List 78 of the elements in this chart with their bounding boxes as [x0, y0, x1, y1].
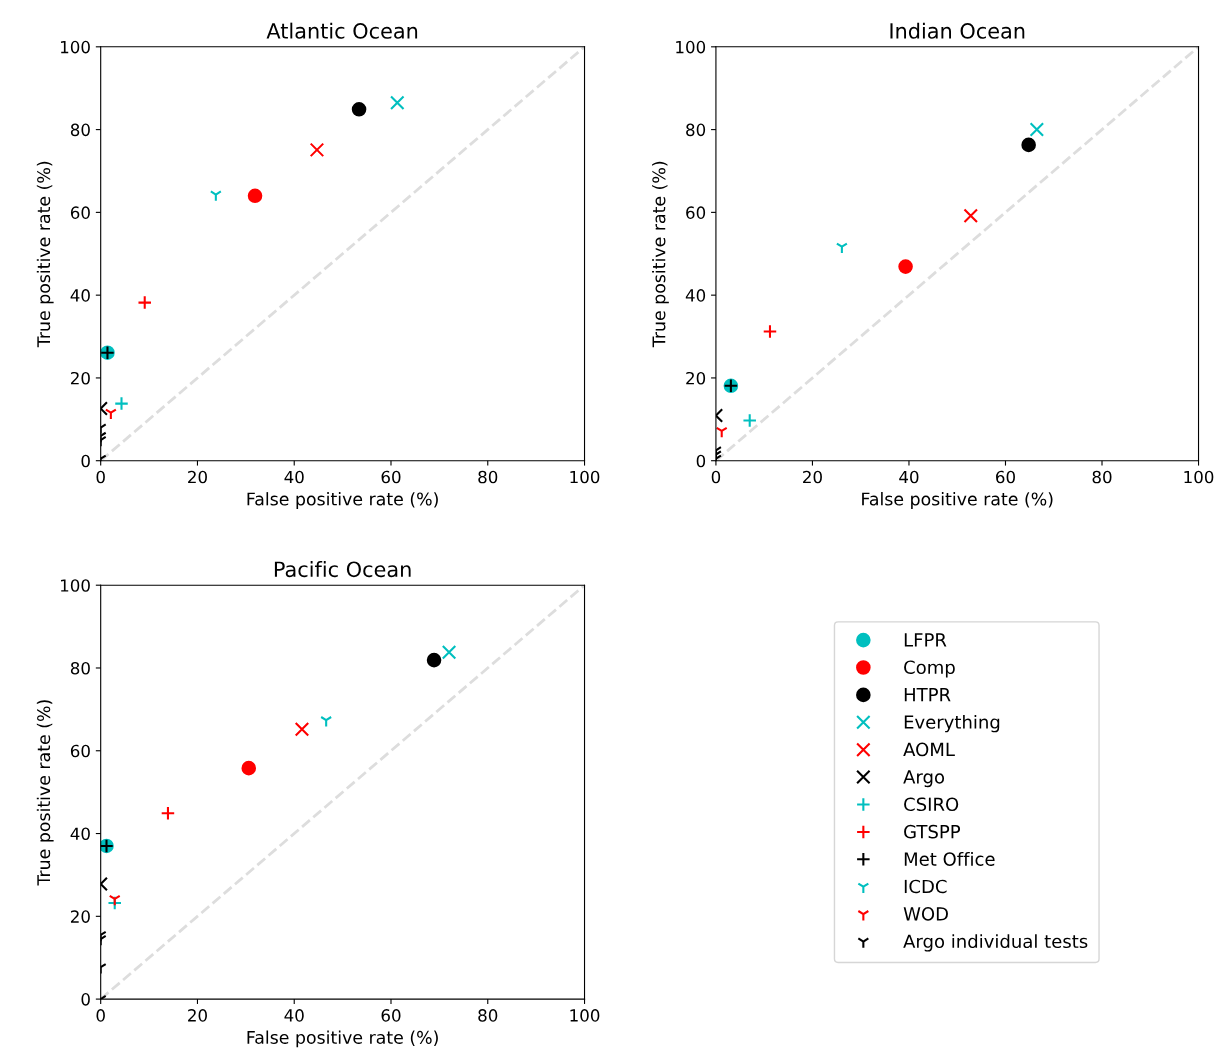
y-tick-label: 40 [70, 289, 90, 302]
x-tick-label: 0 [711, 470, 721, 484]
y-tick-label: 80 [70, 123, 90, 137]
y-tick-label: 80 [686, 123, 706, 137]
point [715, 426, 728, 439]
x-tick-label: 60 [996, 470, 1015, 484]
chart-title: Pacific Ocean [274, 561, 411, 578]
x-tick-label: 100 [1184, 470, 1214, 484]
point [963, 208, 979, 223]
point [389, 95, 405, 110]
x-tick-label: 80 [1092, 470, 1112, 484]
x-axis-title: False positive rate (%) [247, 492, 438, 509]
y-tick-label: 0 [81, 993, 90, 1006]
point [309, 142, 325, 158]
y-tick-label: 60 [686, 206, 706, 219]
legend-label: GTSPP [904, 824, 961, 839]
legend-label: CSIRO [904, 797, 959, 812]
point [320, 715, 333, 728]
x-axis-title: False positive rate (%) [247, 1030, 438, 1048]
legend-label: HTPR [904, 688, 951, 702]
y-tick-label: 20 [70, 371, 90, 385]
point [898, 259, 913, 274]
x-tick-label: 20 [188, 1009, 207, 1022]
point [160, 805, 176, 821]
x-tick-label: 0 [96, 470, 105, 484]
point [209, 190, 222, 202]
point [294, 721, 310, 737]
x-tick-label: 20 [803, 470, 822, 484]
point [351, 102, 367, 117]
y-tick-label: 20 [686, 371, 706, 385]
point [742, 413, 757, 428]
y-tick-label: 20 [70, 910, 90, 923]
legend-label: AOML [903, 742, 955, 757]
x-tick-label: 40 [284, 1009, 304, 1022]
y-tick-label: 40 [685, 289, 706, 302]
y-axis-title: True positive rate (%) [36, 161, 54, 348]
y-tick-label: 0 [81, 454, 90, 468]
point [108, 894, 121, 907]
point [1021, 137, 1036, 153]
point [426, 652, 442, 668]
point [247, 188, 263, 204]
chart-title: Indian Ocean [890, 22, 1025, 39]
y-tick-label: 80 [70, 661, 90, 675]
y-axis-title: True positive rate (%) [36, 700, 54, 886]
point [1029, 122, 1045, 137]
x-tick-label: 40 [899, 470, 919, 484]
point [441, 644, 457, 660]
legend-label: Comp [904, 660, 955, 678]
y-tick-label: 100 [60, 579, 90, 592]
legend-label: LFPR [904, 633, 947, 647]
x-tick-label: 60 [381, 1009, 401, 1022]
legend-label: ICDC [904, 879, 947, 894]
x-tick-label: 60 [381, 470, 401, 484]
point [114, 396, 129, 411]
y-axis-title: True positive rate (%) [652, 161, 669, 348]
x-tick-label: 40 [284, 470, 304, 484]
point [762, 324, 778, 339]
y-tick-label: 0 [696, 454, 706, 468]
x-tick-label: 80 [478, 1009, 498, 1022]
x-tick-label: 0 [96, 1009, 105, 1022]
point [137, 295, 153, 310]
legend-label: Argo [903, 770, 945, 788]
x-tick-label: 100 [570, 1009, 600, 1022]
chart-title: Atlantic Ocean [266, 22, 418, 39]
x-tick-label: 100 [570, 470, 600, 484]
legend-label: Met Office [904, 851, 995, 866]
x-axis-title: False positive rate (%) [862, 492, 1053, 509]
legend-label: WOD [903, 907, 948, 921]
x-tick-label: 20 [188, 470, 207, 484]
point [241, 760, 257, 776]
y-tick-label: 60 [70, 744, 90, 758]
y-tick-label: 60 [70, 206, 90, 219]
legend-label: Everything [904, 714, 1000, 733]
y-tick-label: 100 [676, 40, 706, 54]
y-tick-label: 40 [70, 827, 90, 841]
y-tick-label: 100 [60, 40, 90, 54]
x-tick-label: 80 [478, 470, 498, 484]
legend-label: Argo individual tests [903, 934, 1088, 952]
